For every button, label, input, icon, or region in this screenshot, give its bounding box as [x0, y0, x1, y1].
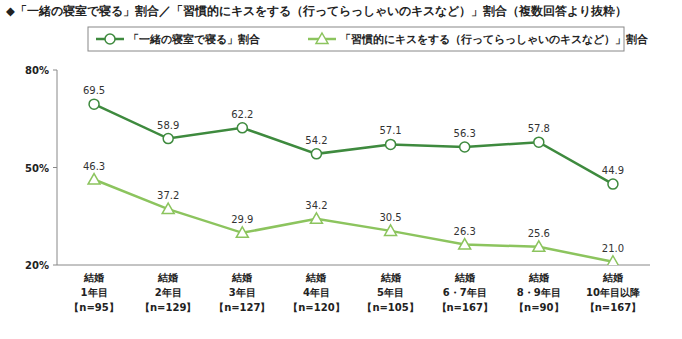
series-line [94, 104, 613, 184]
x-tick-label-line: 結婚 [157, 272, 178, 283]
marker-circle [386, 139, 396, 149]
x-tick-label: 結婚 2年目【n=129】 [140, 272, 196, 313]
x-tick-label-line: 結婚 [454, 272, 475, 283]
x-tick-label-line: 結婚 [305, 272, 326, 283]
marker-triangle [88, 174, 100, 185]
marker-circle [460, 142, 470, 152]
x-tick-label-line: 2年目 [155, 287, 182, 298]
x-tick-label-line: 6・7年目 [443, 287, 487, 298]
x-tick-label-line: 4年目 [303, 287, 330, 298]
series-line [94, 180, 613, 262]
marker-triangle [385, 225, 397, 236]
marker-triangle [459, 239, 471, 250]
data-label: 26.3 [454, 226, 476, 237]
data-label: 57.8 [528, 123, 550, 134]
data-label: 58.9 [157, 120, 179, 131]
x-tick-label-line: 【n=167】 [585, 302, 641, 313]
x-tick-label-line: 5年目 [377, 287, 404, 298]
x-tick-label: 結婚 10年目以降【n=167】 [585, 272, 641, 313]
marker-circle [534, 137, 544, 147]
marker-triangle [236, 227, 248, 238]
x-tick-label-line: 【n=90】 [514, 302, 563, 313]
legend: 「一緒の寝室で寝る」割合 「習慣的にキスをする（行ってらっしゃいのキスなど）」割合 [88, 27, 648, 51]
x-tick-label: 結婚 5年目【n=105】 [362, 272, 418, 313]
y-axis [57, 70, 58, 265]
x-tick-label-line: 3年目 [229, 287, 256, 298]
marker-circle [105, 34, 115, 44]
legend-label: 「一緒の寝室で寝る」割合 [128, 33, 260, 45]
marker-triangle [310, 213, 322, 224]
data-label: 21.0 [602, 243, 624, 254]
data-label: 25.6 [528, 228, 550, 239]
x-tick-label-line: 1年目 [81, 287, 108, 298]
x-tick-label-line: 結婚 [602, 272, 623, 283]
data-label: 54.2 [305, 135, 327, 146]
marker-circle [89, 99, 99, 109]
chart-svg: ◆「一緒の寝室で寝る」割合／「習慣的にキスをする（行ってらっしゃいのキスなど）」… [0, 0, 682, 339]
data-label: 37.2 [157, 190, 179, 201]
data-label: 57.1 [379, 125, 401, 136]
x-tick-label-line: 【n=120】 [288, 302, 344, 313]
y-tick [53, 265, 57, 266]
x-tick-label: 結婚 1年目【n=95】 [69, 272, 118, 313]
x-tick-label: 結婚 3年目【n=127】 [214, 272, 270, 313]
y-tick-label: 80% [25, 65, 49, 76]
data-label: 29.9 [231, 214, 253, 225]
title: ◆「一緒の寝室で寝る」割合／「習慣的にキスをする（行ってらっしゃいのキスなど）」… [6, 4, 627, 18]
marker-circle [163, 134, 173, 144]
data-labels: 69.5 58.9 62.2 54.2 57.1 56.3 57.8 44.9 46.3 37.2… [83, 85, 624, 254]
y-tick [53, 70, 57, 71]
x-tick-label-line: 8・9年目 [517, 287, 561, 298]
marker-circle [608, 179, 618, 189]
data-label: 69.5 [83, 85, 105, 96]
y-tick-label: 50% [25, 163, 49, 174]
x-tick-label-line: 結婚 [83, 272, 104, 283]
marker-circle [311, 149, 321, 159]
x-tick-label-line: 結婚 [380, 272, 401, 283]
x-tick-label-line: 【n=95】 [69, 302, 118, 313]
data-label: 56.3 [454, 128, 476, 139]
plot-area [88, 99, 619, 265]
data-label: 46.3 [83, 161, 105, 172]
data-label: 62.2 [231, 109, 253, 120]
legend-label: 「習慣的にキスをする（行ってらっしゃいのキスなど）」割合 [340, 33, 648, 46]
x-axis [57, 265, 650, 266]
marker-triangle [162, 203, 174, 214]
x-tick-label-line: 10年目以降 [586, 287, 641, 298]
y-tick [53, 167, 57, 168]
x-tick-label: 結婚 4年目【n=120】 [288, 272, 344, 313]
marker-triangle [316, 33, 328, 44]
data-label: 34.2 [305, 200, 327, 211]
x-tick-label-line: 【n=167】 [437, 302, 493, 313]
x-tick-label-line: 【n=127】 [214, 302, 270, 313]
y-tick-label: 20% [25, 260, 49, 271]
marker-triangle [533, 241, 545, 252]
x-tick-label: 結婚 8・9年目【n=90】 [514, 272, 563, 313]
x-tick-label-line: 【n=105】 [362, 302, 418, 313]
data-label: 30.5 [379, 212, 401, 223]
x-tick-label-line: 【n=129】 [140, 302, 196, 313]
marker-circle [237, 123, 247, 133]
x-tick-label: 結婚 6・7年目【n=167】 [437, 272, 493, 313]
marker-triangle [607, 256, 619, 265]
data-label: 44.9 [602, 165, 624, 176]
x-tick-label-line: 結婚 [231, 272, 252, 283]
x-tick-label-line: 結婚 [528, 272, 549, 283]
